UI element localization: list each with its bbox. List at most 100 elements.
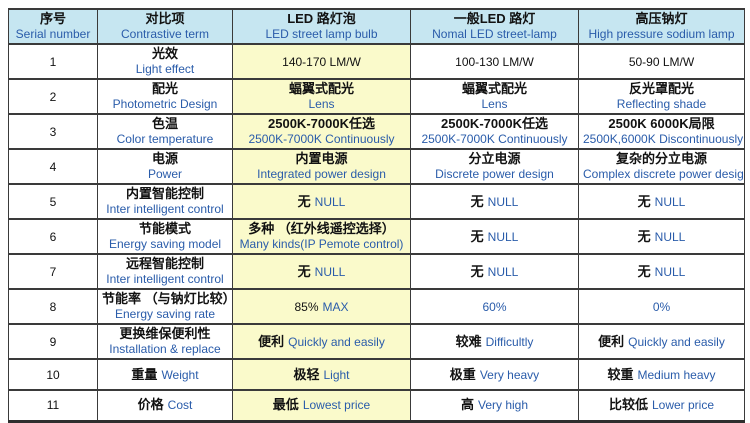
row6-term-cell: 节能模式 Energy saving model	[97, 218, 233, 255]
zh-text: 节能率 （与钠灯比较）	[102, 291, 233, 306]
row-inter-intelligent-control: 5 内置智能控制 Inter intelligent control 无 NULL…	[8, 183, 745, 220]
serial-number-text: 5	[49, 194, 57, 209]
row3-normal-led-cell: 2500K-7000K任选 2500K-7000K Continuously	[410, 113, 579, 150]
zh-text: 重量	[131, 366, 158, 382]
zh-text: 无	[470, 263, 484, 279]
comparison-table: 序号 Serial number 对比项 Contrastive term LE…	[8, 8, 745, 423]
serial-number-text: 1	[49, 54, 57, 69]
row9-normal-led-cell: 较难 Difficultly	[410, 323, 579, 360]
row10-sodium-cell: 较重 Medium heavy	[578, 358, 745, 391]
en-text: Lens	[308, 97, 335, 111]
en-text: Many kinds(IP Pemote control)	[239, 237, 404, 251]
value-text: 50-90 LM/W	[628, 54, 695, 69]
zh-text: 无	[297, 193, 311, 209]
row8-led-bulb-cell: 85% MAX	[232, 288, 411, 325]
en-text: 0%	[652, 299, 671, 314]
en-text: Very heavy	[479, 367, 540, 382]
zh-text: 无	[637, 193, 651, 209]
row5-term-cell: 内置智能控制 Inter intelligent control	[97, 183, 233, 220]
zh-text: 高	[460, 397, 474, 413]
zh-text: 2500K-7000K任选	[441, 116, 548, 131]
row8-term-cell: 节能率 （与钠灯比较） Energy saving rate	[97, 288, 233, 325]
value-text: 85%	[294, 299, 319, 314]
en-text: NULL	[314, 194, 346, 209]
row-color-temperature: 3 色温 Color temperature 2500K-7000K任选 250…	[8, 113, 745, 150]
en-text: MAX	[322, 299, 349, 314]
row-weight: 10 重量 Weight 极轻 Light 极重 Very heavy 较重 Mediu…	[8, 358, 745, 391]
en-text: Lens	[481, 97, 508, 111]
header-serial-number: 序号 Serial number	[8, 8, 98, 45]
row8-normal-led-cell: 60%	[410, 288, 579, 325]
row2-num-cell: 2	[8, 78, 98, 115]
en-text: Difficultly	[485, 334, 534, 349]
zh-text: 多种 （红外线遥控选择）	[248, 221, 395, 236]
row9-led-bulb-cell: 便利 Quickly and easily	[232, 323, 411, 360]
header-normal-led-street-lamp: 一般LED 路灯 Nomal LED street-lamp	[410, 8, 579, 45]
row3-led-bulb-cell: 2500K-7000K任选 2500K-7000K Continuously	[232, 113, 411, 150]
header-zh-text: 高压钠灯	[635, 11, 688, 26]
zh-text: 2500K-7000K任选	[268, 116, 375, 131]
row9-term-cell: 更换维保便利性 Installation & replace	[97, 323, 233, 360]
en-text: NULL	[487, 264, 519, 279]
row5-normal-led-cell: 无 NULL	[410, 183, 579, 220]
row11-num-cell: 11	[8, 389, 98, 422]
zh-text: 无	[470, 193, 484, 209]
row4-led-bulb-cell: 内置电源 Integrated power design	[232, 148, 411, 185]
zh-text: 反光罩配光	[628, 81, 694, 96]
en-text: 2500K-7000K Continuously	[421, 132, 568, 146]
row10-led-bulb-cell: 极轻 Light	[232, 358, 411, 391]
en-text: NULL	[487, 194, 519, 209]
en-text: Medium heavy	[637, 367, 716, 382]
row-energy-saving-model: 6 节能模式 Energy saving model 多种 （红外线遥控选择） …	[8, 218, 745, 255]
zh-text: 无	[637, 228, 651, 244]
serial-number-text: 11	[46, 398, 60, 413]
en-text: Light effect	[135, 62, 195, 76]
zh-text: 配光	[151, 81, 178, 96]
zh-text: 极重	[449, 366, 476, 382]
en-text: Color temperature	[116, 132, 214, 146]
en-text: Power	[147, 167, 182, 181]
header-contrastive-term: 对比项 Contrastive term	[97, 8, 233, 45]
en-text: Photometric Design	[112, 97, 218, 111]
en-text: Energy saving rate	[114, 307, 216, 321]
serial-number-text: 7	[49, 264, 57, 279]
row7-num-cell: 7	[8, 253, 98, 290]
zh-text: 节能模式	[138, 221, 191, 236]
en-text: Installation & replace	[109, 342, 221, 356]
serial-number-text: 6	[49, 229, 57, 244]
en-text: Inter intelligent control	[106, 202, 224, 216]
zh-text: 蝠翼式配光	[461, 81, 527, 96]
zh-text: 蝠翼式配光	[288, 81, 354, 96]
row7-normal-led-cell: 无 NULL	[410, 253, 579, 290]
row-cost: 11 价格 Cost 最低 Lowest price 高 Very high 比较低 L…	[8, 389, 745, 422]
row2-normal-led-cell: 蝠翼式配光 Lens	[410, 78, 579, 115]
serial-number-text: 4	[49, 159, 57, 174]
zh-text: 比较低	[608, 397, 648, 413]
serial-number-text: 9	[49, 334, 57, 349]
row11-led-bulb-cell: 最低 Lowest price	[232, 389, 411, 422]
row6-normal-led-cell: 无 NULL	[410, 218, 579, 255]
row4-sodium-cell: 复杂的分立电源 Complex discrete power design	[578, 148, 745, 185]
en-text: Inter intelligent control	[106, 272, 224, 286]
row5-num-cell: 5	[8, 183, 98, 220]
row6-num-cell: 6	[8, 218, 98, 255]
header-en-text: High pressure sodium lamp	[588, 27, 735, 41]
zh-text: 2500K 6000K局限	[608, 116, 715, 131]
row1-normal-led-cell: 100-130 LM/W	[410, 43, 579, 80]
row-remote-intelligent-control: 7 远程智能控制 Inter intelligent control 无 NULL…	[8, 253, 745, 290]
zh-text: 极轻	[293, 366, 320, 382]
header-zh-text: 序号	[39, 11, 66, 26]
zh-text: 更换维保便利性	[119, 326, 211, 341]
zh-text: 便利	[258, 333, 285, 349]
en-text: Very high	[477, 398, 529, 413]
zh-text: 最低	[272, 397, 299, 413]
en-text: Lowest price	[302, 398, 371, 413]
row8-num-cell: 8	[8, 288, 98, 325]
value-text: 100-130 LM/W	[455, 54, 534, 69]
zh-text: 较重	[607, 366, 634, 382]
en-text: Weight	[161, 367, 199, 382]
header-en-text: Nomal LED street-lamp	[432, 27, 557, 41]
row1-led-bulb-cell: 140-170 LM/W	[232, 43, 411, 80]
row9-sodium-cell: 便利 Quickly and easily	[578, 323, 745, 360]
row4-normal-led-cell: 分立电源 Discrete power design	[410, 148, 579, 185]
